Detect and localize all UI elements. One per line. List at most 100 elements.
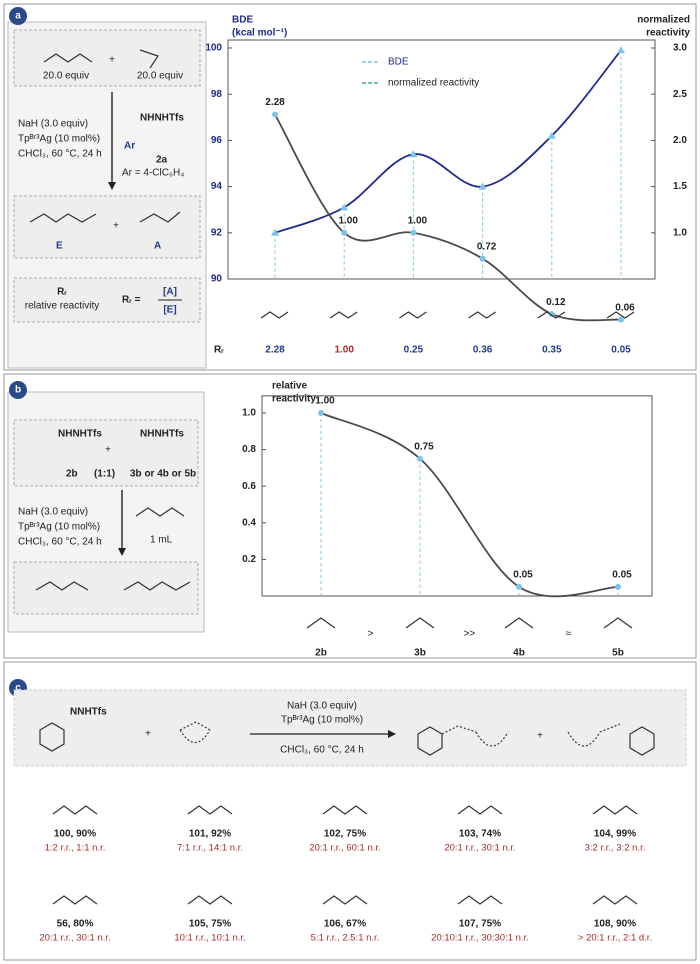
molecule (399, 311, 427, 319)
condition: CHCl₃, 60 °C, 24 h (18, 537, 102, 548)
y2-tick-label: 2.0 (673, 135, 687, 146)
panel-badge (9, 381, 27, 399)
molecule (322, 895, 368, 905)
plus: + (113, 221, 119, 232)
plus: + (145, 729, 151, 740)
data-label: 1.00 (315, 396, 335, 407)
y2-axis-title: normalized (637, 15, 690, 26)
y-tick-label: 0.6 (242, 481, 256, 492)
y2-axis-title: reactivity (646, 28, 690, 39)
legend-label: normalized reactivity (388, 78, 479, 89)
rr-value: 0.36 (473, 345, 493, 356)
panel-label: a (15, 11, 21, 22)
rr-desc: relative reactivity (25, 301, 99, 312)
reagent: NHNHTfs (140, 429, 184, 440)
condition: Tpᴮʳ³Ag (10 mol%) (18, 134, 100, 145)
arrowhead (108, 182, 116, 190)
molecule (468, 311, 496, 319)
reactant-box (13, 419, 199, 487)
relation: > (368, 629, 374, 640)
data-label: 1.00 (338, 215, 358, 226)
data-label: 2.28 (265, 97, 285, 108)
molecule (504, 617, 534, 629)
compound-yield: 100, 90% (54, 829, 96, 840)
selectivity: 20:1 r.r., 30:1 n.r. (444, 843, 515, 854)
plus: + (537, 731, 543, 742)
selectivity: 1:2 r.r., 1:1 n.r. (45, 843, 106, 854)
y-tick-label: 94 (211, 181, 223, 192)
compound-yield: 106, 67% (324, 919, 366, 930)
reagent: NNHTfs (70, 707, 107, 718)
molecule (179, 721, 211, 744)
molecule (329, 311, 358, 319)
data-label: 0.75 (414, 441, 434, 452)
point (341, 229, 348, 236)
compound-yield: 107, 75% (459, 919, 501, 930)
molecule (441, 725, 509, 747)
molecule (322, 805, 368, 815)
plus: + (105, 445, 111, 456)
rr-value: 0.05 (611, 345, 631, 356)
reagent: (1:1) (94, 469, 115, 480)
y-axis-title: BDE (232, 15, 253, 26)
selectivity: 20:1 r.r., 60:1 n.r. (309, 843, 380, 854)
molecule (457, 895, 503, 905)
rr-formula: [A] (163, 287, 177, 298)
volume: 1 mL (150, 535, 173, 546)
point (615, 583, 621, 590)
point (272, 111, 278, 118)
selectivity: 5:1 r.r., 2.5:1 n.r. (311, 933, 380, 944)
molecule (592, 895, 638, 905)
molecule (187, 805, 233, 815)
molecule (43, 53, 93, 63)
y-tick-label: 0.2 (242, 554, 256, 565)
condition: NaH (3.0 equiv) (18, 119, 88, 130)
point (548, 311, 555, 318)
molecule (29, 213, 97, 223)
plus: + (109, 55, 115, 66)
y-axis-title: reactivity (272, 394, 316, 405)
molecule (457, 805, 503, 815)
point (547, 131, 556, 139)
selectivity: 3:2 r.r., 3:2 n.r. (585, 843, 646, 854)
point (417, 455, 423, 462)
product-label: E (56, 241, 63, 252)
compound-yield: 102, 75% (324, 829, 366, 840)
x-tick-label: 2b (315, 648, 327, 659)
molecule (139, 49, 159, 69)
molecule (139, 211, 181, 223)
compound-yield: 105, 75% (189, 919, 231, 930)
selectivity: 20:10:1 r.r., 30:30:1 n.r. (431, 933, 529, 944)
y2-tick-label: 1.0 (673, 227, 687, 238)
point (479, 255, 486, 262)
reagent: NHNHTfs (58, 429, 102, 440)
data-label: 0.05 (612, 569, 632, 580)
condition: NaH (3.0 equiv) (287, 701, 357, 712)
arrowhead (118, 548, 126, 556)
point (340, 203, 349, 211)
panel-label: b (15, 385, 21, 396)
reagent: Ar (124, 141, 135, 152)
molecule (306, 617, 336, 629)
reactant-amount: 20.0 equiv (43, 71, 89, 82)
data-label: 0.12 (546, 297, 566, 308)
molecule (405, 617, 435, 629)
rr-formula: [E] (163, 305, 176, 316)
y-tick-label: 100 (205, 43, 222, 54)
y-tick-label: 92 (211, 227, 223, 238)
reagent: 2a (156, 155, 168, 166)
y-tick-label: 1.0 (242, 408, 256, 419)
data-label: 1.00 (408, 215, 428, 226)
rr-symbol: Rᵣ (57, 287, 67, 298)
y-tick-label: 90 (211, 274, 223, 285)
y2-tick-label: 1.5 (673, 181, 687, 192)
panel-badge (9, 7, 27, 25)
reactant-box (13, 29, 201, 87)
compound-yield: 108, 90% (594, 919, 636, 930)
condition: Tpᴮʳ³Ag (10 mol%) (281, 715, 363, 726)
molecule (260, 311, 289, 319)
molecule (417, 726, 443, 756)
data-label: 0.72 (477, 241, 497, 252)
arrowhead (388, 730, 396, 738)
